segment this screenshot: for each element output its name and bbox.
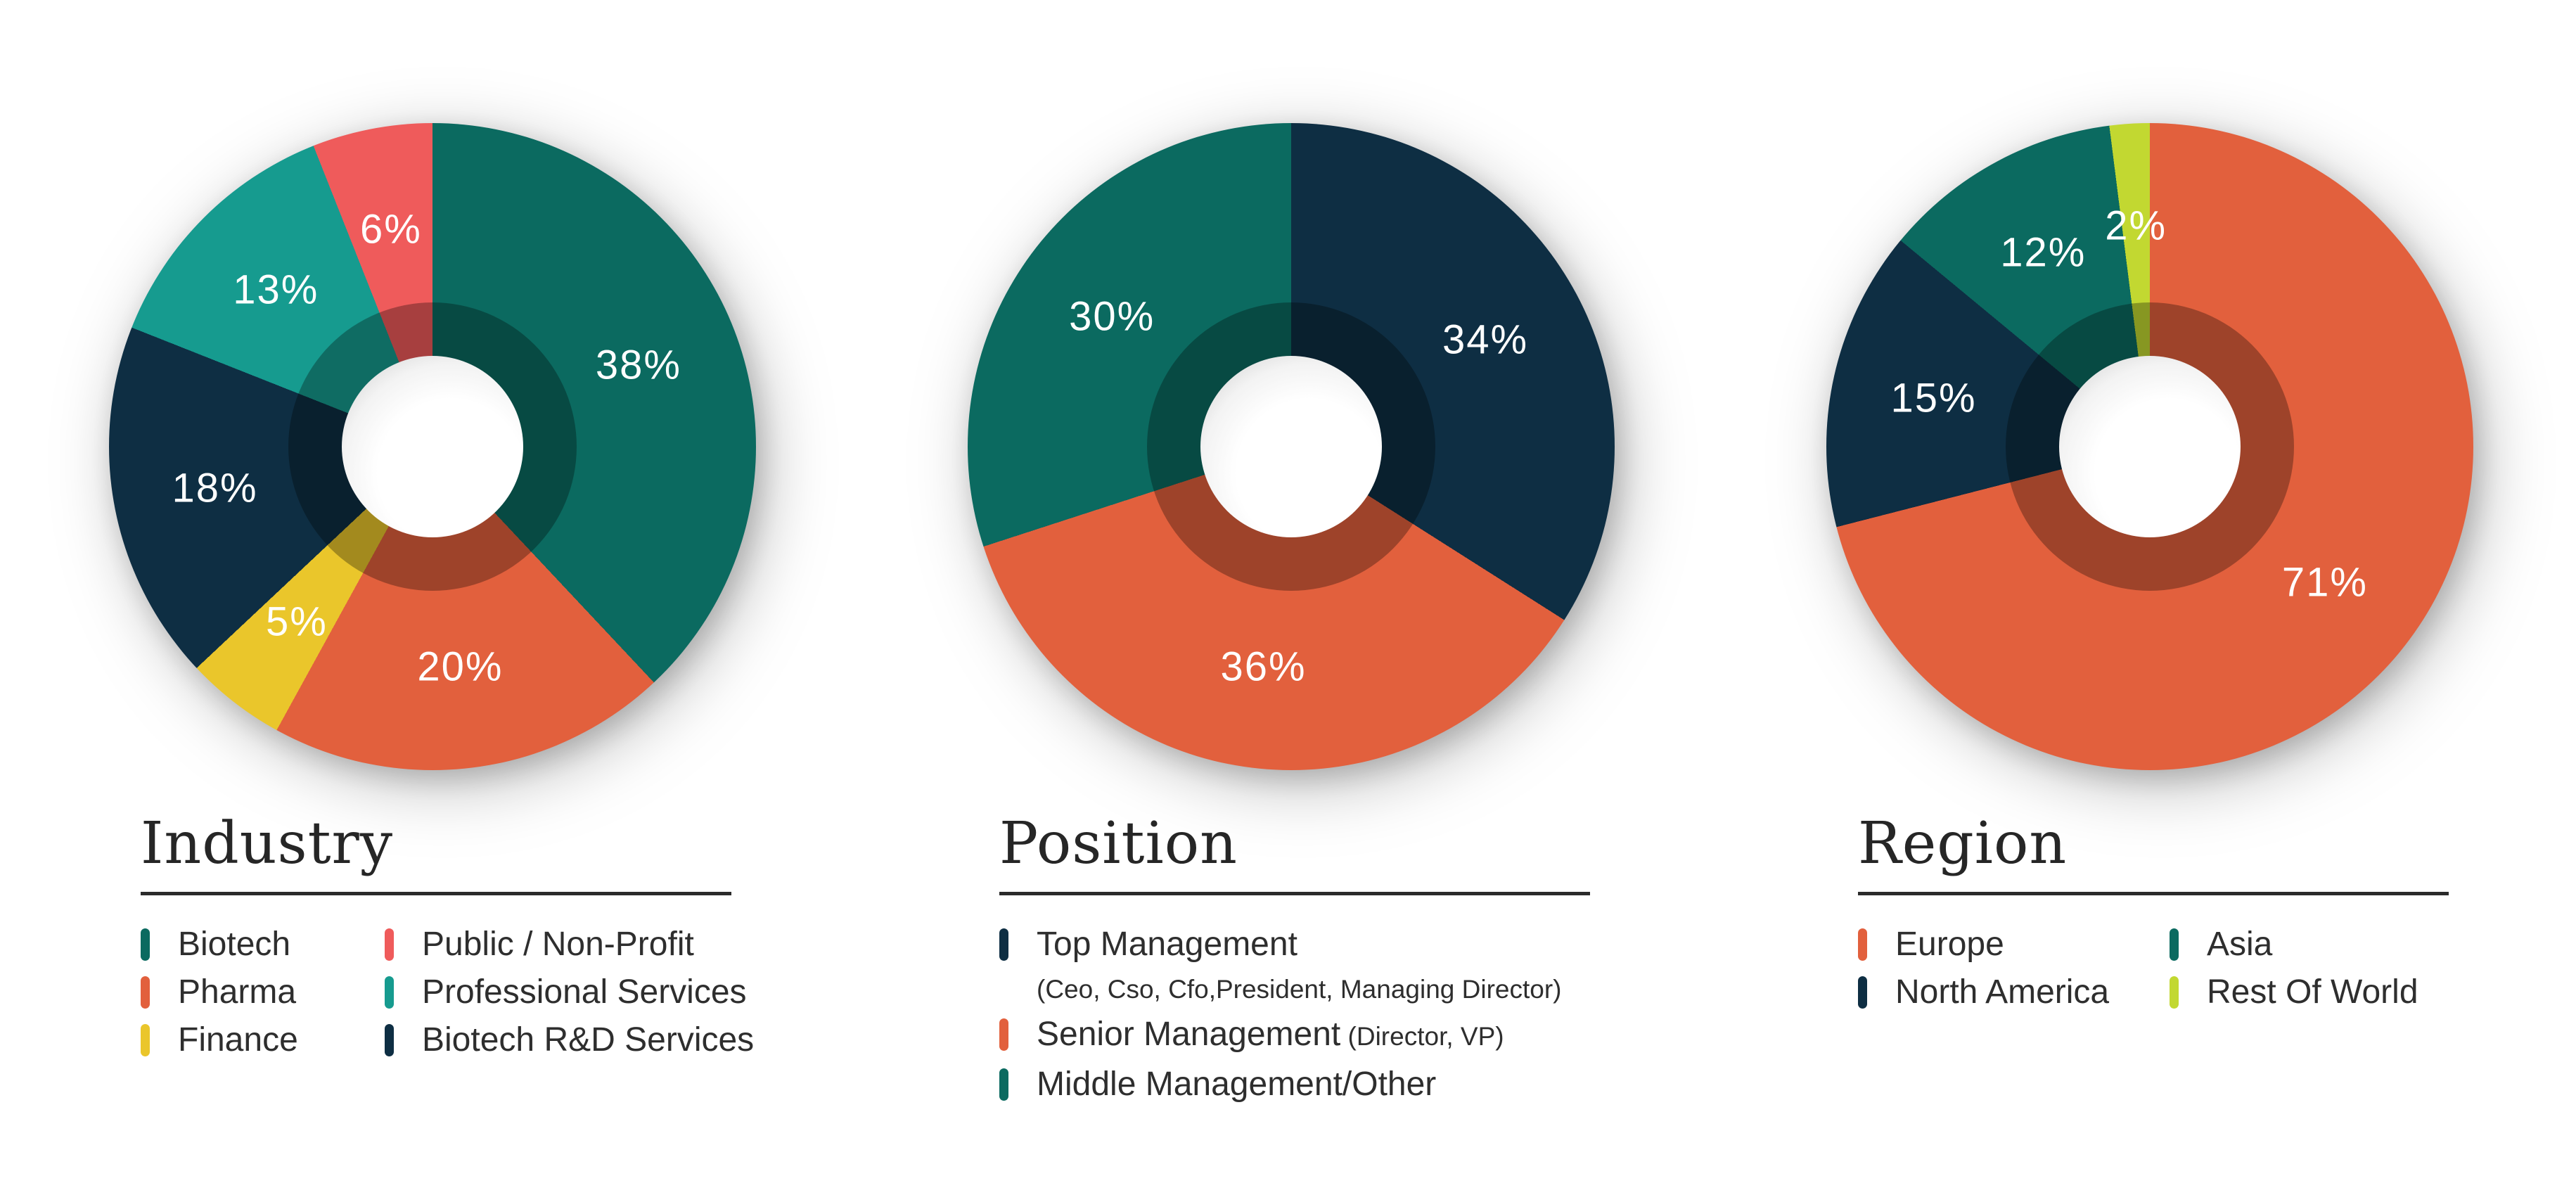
legend-item: Public / Non-Profit [385, 926, 821, 964]
slice-percent-label: 71% [2281, 559, 2368, 606]
region-section: 71% 15% 12% 2% Region Europe North America As… [1717, 0, 2576, 1202]
legend-label: North America [1895, 973, 2110, 1011]
legend-color-marker [999, 1068, 1008, 1101]
section-title-region: Region [1858, 810, 2068, 877]
slice-percent-label: 20% [417, 644, 504, 690]
legend-sublabel: (Ceo, Cso, Cfo,President, Managing Direc… [1037, 975, 1562, 1004]
slice-percent-label: 6% [360, 206, 422, 252]
industry-donut-chart: 38% 20% 5% 18% 13% 6% [109, 123, 756, 770]
legend-label: Finance [178, 1021, 298, 1059]
legend-label: Asia [2207, 926, 2273, 963]
slice-percent-label: 36% [1220, 644, 1307, 690]
legend-item: Top Management (Ceo, Cso, Cfo,President, … [999, 926, 1703, 1004]
region-legend: Europe North America Asia Rest Of World [1858, 926, 2562, 1165]
legend-item: Asia [2170, 926, 2563, 964]
legend-column: Asia Rest Of World [2170, 926, 2563, 1021]
slice-percent-label: 18% [172, 465, 258, 511]
legend-color-marker [2170, 928, 2179, 961]
industry-section: 38% 20% 5% 18% 13% 6% Industry Biotech Pharma F… [0, 0, 859, 1202]
legend-label: Middle Management/Other [1037, 1066, 1437, 1103]
legend-label: Biotech R&D Services [422, 1021, 755, 1059]
legend-item: North America [1858, 973, 2252, 1011]
legend-item: Senior Management (Director, VP) [999, 1016, 1703, 1056]
legend-color-marker [1858, 928, 1867, 961]
legend-item: Rest Of World [2170, 973, 2563, 1011]
slice-percent-label: 2% [2105, 203, 2167, 249]
legend-column: Top Management (Ceo, Cso, Cfo,President, … [999, 926, 1703, 1113]
legend-label: Senior Management (Director, VP) [1037, 1016, 1504, 1053]
legend-column: Public / Non-Profit Professional Services… [385, 926, 821, 1069]
position-donut-chart: 34% 36% 30% [968, 123, 1615, 770]
title-underline [141, 892, 731, 895]
title-underline [1858, 892, 2449, 895]
legend-item: Biotech [141, 926, 534, 964]
legend-color-marker [999, 928, 1008, 961]
legend-color-marker [385, 928, 394, 961]
slice-percent-label: 5% [266, 599, 328, 645]
section-title-position: Position [999, 810, 1238, 877]
legend-label: Professional Services [422, 973, 747, 1011]
region-donut-chart: 71% 15% 12% 2% [1826, 123, 2473, 770]
legend-label: Biotech [178, 926, 291, 963]
position-section: 34% 36% 30% Position Top Management (Ceo, C… [859, 0, 1717, 1202]
legend-item: Finance [141, 1021, 534, 1059]
legend-label: Top Management [1037, 926, 1297, 963]
legend-color-marker [141, 1024, 150, 1056]
slice-percent-label: 13% [233, 267, 319, 313]
slice-percent-label: 30% [1069, 293, 1155, 340]
legend-item: Professional Services [385, 973, 821, 1011]
slice-percent-label: 34% [1442, 317, 1529, 363]
industry-legend: Biotech Pharma Finance Public / Non-Profit P… [141, 926, 845, 1165]
legend-color-marker [1858, 976, 1867, 1009]
legend-label: Europe [1895, 926, 2004, 963]
legend-color-marker [385, 1024, 394, 1056]
legend-item: Middle Management/Other [999, 1066, 1703, 1104]
legend-color-marker [141, 976, 150, 1009]
legend-color-marker [2170, 976, 2179, 1009]
legend-label: Rest Of World [2207, 973, 2418, 1011]
slice-percent-label: 38% [595, 342, 681, 388]
legend-color-marker [141, 928, 150, 961]
legend-color-marker [999, 1018, 1008, 1051]
legend-color-marker [385, 976, 394, 1009]
donut-hole [2059, 356, 2241, 537]
legend-item: Europe [1858, 926, 2252, 964]
slice-percent-label: 12% [2000, 229, 2087, 276]
legend-sublabel: (Director, VP) [1340, 1022, 1504, 1051]
legend-column: Europe North America [1858, 926, 2252, 1021]
slice-percent-label: 15% [1890, 375, 1977, 421]
title-underline [999, 892, 1590, 895]
donut-hole [342, 356, 523, 537]
legend-column: Biotech Pharma Finance [141, 926, 534, 1069]
position-legend: Top Management (Ceo, Cso, Cfo,President, … [999, 926, 1703, 1165]
legend-item: Biotech R&D Services [385, 1021, 821, 1059]
legend-label: Public / Non-Profit [422, 926, 694, 963]
section-title-industry: Industry [141, 810, 394, 877]
donut-hole [1200, 356, 1382, 537]
legend-item: Pharma [141, 973, 534, 1011]
legend-label: Pharma [178, 973, 297, 1011]
